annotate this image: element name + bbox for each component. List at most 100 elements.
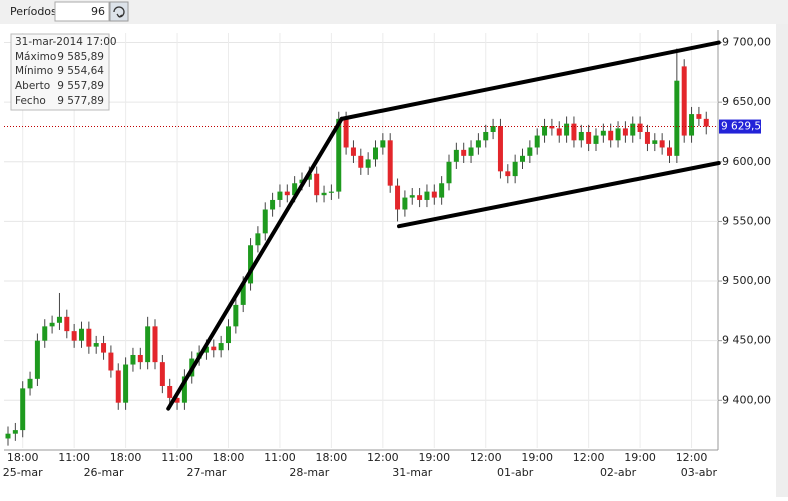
candle-body: [277, 191, 283, 200]
candle-body: [284, 191, 290, 196]
candle-body: [505, 171, 511, 177]
y-tick-label: 9 550,00: [722, 214, 771, 227]
candle-body: [578, 131, 584, 141]
candle-body: [248, 245, 254, 284]
periods-value: 96: [91, 5, 105, 18]
candle-body: [152, 326, 158, 363]
x-tick-label: 18:00: [110, 451, 142, 464]
plot: [4, 33, 722, 448]
candle-body: [439, 183, 445, 198]
candle-body: [409, 195, 415, 198]
x-date-label: 31-mar: [392, 466, 432, 479]
candle-body: [542, 126, 548, 136]
x-tick-label: 12:00: [676, 451, 708, 464]
candle-body: [667, 147, 672, 156]
x-date-label: 28-mar: [289, 466, 329, 479]
candle-body: [402, 197, 408, 210]
x-tick-label: 12:00: [573, 451, 605, 464]
candle-body: [395, 185, 401, 210]
candle-body: [681, 66, 687, 136]
candle-body: [365, 159, 371, 168]
info-value: 9 557,89: [57, 80, 104, 92]
trendline: [339, 40, 721, 121]
y-tick-label: 9 650,00: [722, 95, 771, 108]
periods-label: Períodos: [10, 5, 57, 18]
x-date-label: 02-abr: [600, 466, 637, 479]
info-key: Mínimo: [15, 65, 53, 77]
candle-body: [123, 364, 129, 403]
candle-body: [446, 161, 452, 184]
candle-body: [226, 326, 231, 344]
info-date: 31-mar-2014 17:00: [15, 36, 117, 48]
candle-body: [321, 192, 327, 196]
candle-body: [586, 131, 592, 144]
candle-body: [350, 147, 356, 156]
candle-body: [520, 155, 525, 162]
x-tick-label: 11:00: [58, 451, 90, 464]
candle-body: [674, 80, 680, 156]
candle-body: [534, 135, 540, 148]
candle-body: [431, 191, 437, 198]
candle-body: [71, 331, 77, 341]
candle-body: [644, 131, 650, 144]
y-tick-label: 9 500,00: [722, 274, 771, 287]
toolbar: [0, 0, 788, 24]
candle-body: [652, 140, 658, 144]
candle-body: [703, 118, 709, 127]
candle-body: [255, 233, 261, 246]
last-price-label: 9 629,55: [721, 121, 768, 133]
candle-body: [203, 346, 209, 353]
candle-body: [483, 131, 489, 141]
trendline: [166, 116, 344, 411]
candle-body: [292, 183, 298, 196]
candle-body: [600, 130, 606, 136]
info-key: Aberto: [15, 80, 50, 92]
candle-body: [130, 354, 136, 365]
x-tick-label: 19:00: [521, 451, 553, 464]
candle-body: [49, 322, 55, 327]
candle-body: [549, 126, 555, 129]
candle-body: [387, 140, 393, 186]
x-tick-label: 11:00: [161, 451, 193, 464]
candle-body: [630, 123, 636, 136]
candle-body: [20, 388, 26, 431]
candle-body: [608, 130, 614, 141]
y-tick-label: 9 700,00: [722, 36, 771, 49]
candle-body: [417, 195, 423, 200]
x-tick-label: 18:00: [7, 451, 39, 464]
x-date-label: 01-abr: [497, 466, 534, 479]
candle-body: [380, 140, 386, 148]
candle-body: [79, 328, 84, 341]
candle-body: [174, 397, 180, 403]
candle-body: [137, 354, 143, 363]
candle-body: [240, 283, 246, 305]
candle-body: [696, 114, 702, 119]
candle-body: [593, 135, 599, 144]
x-tick-label: 18:00: [316, 451, 348, 464]
refresh-icon: [113, 6, 125, 18]
candle-body: [468, 147, 474, 156]
candle-body: [101, 343, 107, 353]
candle-body: [211, 346, 217, 351]
candle-body: [373, 147, 378, 160]
candle-body: [512, 161, 518, 177]
x-date-label: 25-mar: [3, 466, 43, 479]
candle-body: [64, 316, 70, 332]
candle-body: [622, 128, 628, 136]
x-tick-label: 12:00: [470, 451, 502, 464]
candle-body: [218, 343, 224, 351]
x-tick-label: 19:00: [418, 451, 450, 464]
info-value: 9 554,64: [57, 65, 104, 77]
info-key: Fecho: [15, 95, 46, 107]
candle-body: [42, 326, 48, 341]
candle-body: [490, 126, 496, 132]
candle-body: [159, 362, 165, 386]
periods-input[interactable]: [54, 1, 110, 22]
x-tick-label: 11:00: [264, 451, 296, 464]
refresh-button[interactable]: [109, 1, 129, 22]
candle-body: [453, 149, 459, 162]
candle-body: [615, 128, 621, 141]
candle-body: [497, 126, 503, 172]
scrollbar[interactable]: [776, 24, 788, 497]
